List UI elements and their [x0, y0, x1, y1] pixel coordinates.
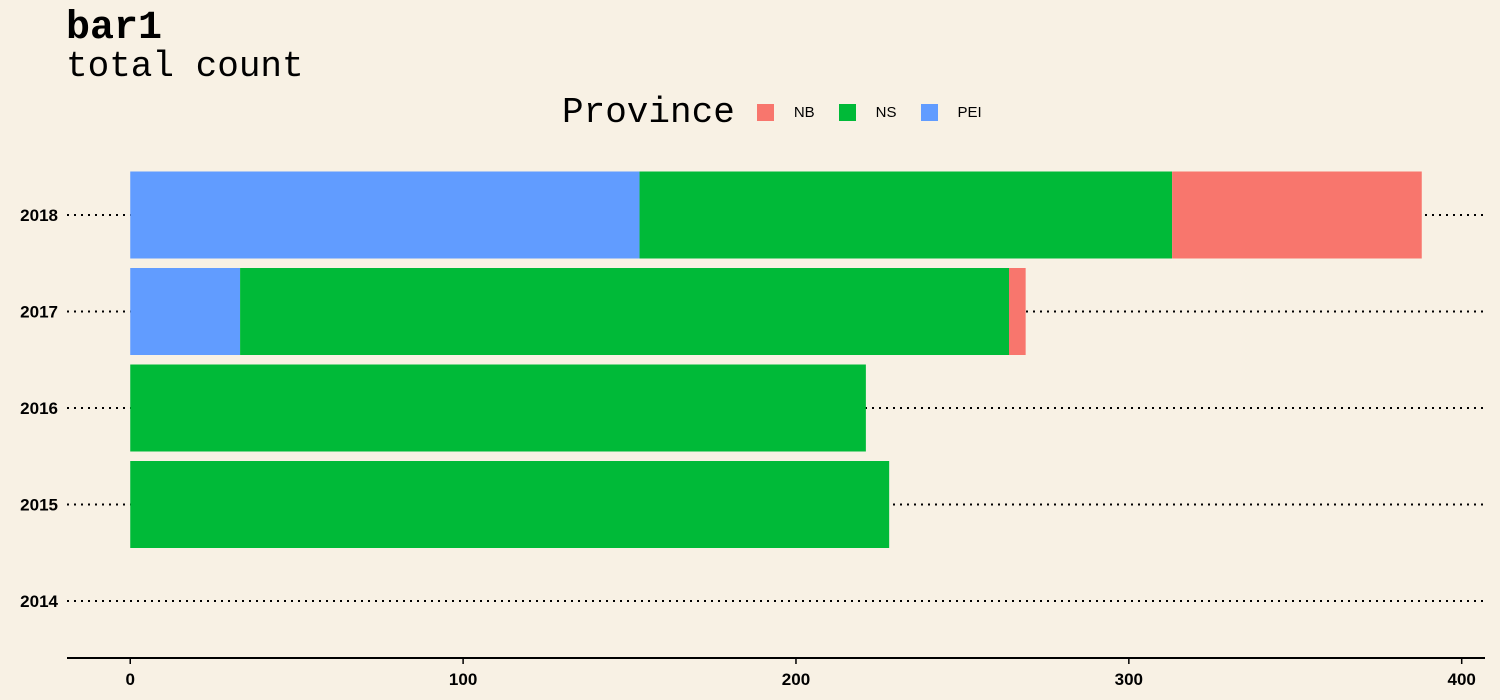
- bar-2017-ns: [240, 268, 1010, 355]
- legend-item-ns: NS: [838, 103, 897, 121]
- y-tick-label-2015: 2015: [20, 496, 58, 515]
- legend-title: Province: [562, 91, 735, 133]
- legend-item-nb: NB: [756, 103, 815, 121]
- bar-2018-pei: [130, 171, 640, 259]
- legend-label-ns: NS: [875, 103, 897, 121]
- x-tick-label-300: 300: [1115, 670, 1143, 689]
- y-tick-label-2014: 2014: [20, 592, 58, 611]
- y-tick-label-2017: 2017: [20, 303, 58, 322]
- x-tick-label-200: 200: [782, 670, 810, 689]
- x-tick-label-0: 0: [126, 670, 135, 689]
- chart-subtitle: total count: [66, 46, 304, 87]
- x-tick-label-400: 400: [1448, 670, 1476, 689]
- y-tick-label-2016: 2016: [20, 399, 58, 418]
- y-tick-label-2018: 2018: [20, 206, 58, 225]
- bar-2015-ns: [130, 461, 890, 548]
- x-tick-label-100: 100: [449, 670, 477, 689]
- legend-swatch-nb: [756, 103, 774, 121]
- legend-swatch-pei: [920, 103, 938, 121]
- bar-2017-pei: [130, 268, 241, 355]
- chart-title: bar1: [66, 6, 163, 51]
- legend-item-pei: PEI: [920, 103, 982, 121]
- bar-2018-ns: [639, 171, 1173, 259]
- legend-label-pei: PEI: [957, 103, 982, 121]
- bar-2016-ns: [130, 364, 866, 452]
- legend: Province NB NS PEI: [562, 90, 1006, 134]
- bar-2018-nb: [1172, 171, 1422, 259]
- legend-swatch-ns: [838, 103, 856, 121]
- bar-2017-nb: [1009, 268, 1026, 355]
- legend-label-nb: NB: [793, 103, 815, 121]
